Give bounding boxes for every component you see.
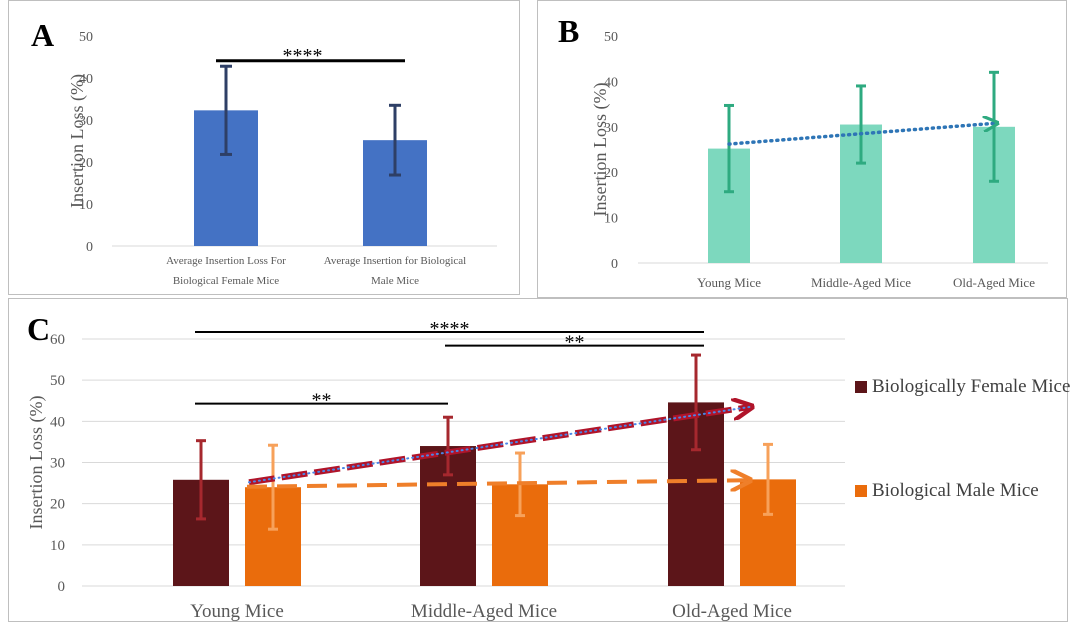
- legend-label-female: Biologically Female Mice: [872, 376, 1071, 397]
- b-x-tick-label: Middle-Aged Mice: [811, 275, 911, 290]
- chart-c: 0 10 20 30 40 50 60 Insertion Loss (%) Young Mic…: [26, 318, 845, 622]
- c-x-tick-label: Middle-Aged Mice: [411, 601, 557, 622]
- c-y-tick-label: 10: [50, 538, 65, 554]
- b-trendline: [727, 123, 996, 146]
- c-y-tick-label: 60: [50, 332, 65, 348]
- legend-swatch-male: [855, 485, 867, 497]
- b-y-tick-label: 10: [604, 212, 618, 227]
- b-y-tick-label: 40: [604, 75, 618, 90]
- a-y-tick-label: 30: [79, 114, 93, 129]
- a-y-tick-label: 20: [79, 156, 93, 171]
- legend-swatch-female: [855, 381, 867, 393]
- a-y-tick-label: 0: [86, 240, 93, 255]
- b-y-axis-label: Insertion Loss (%): [590, 83, 611, 217]
- c-y-tick-label: 50: [50, 373, 65, 389]
- c-y-tick-label: 20: [50, 497, 65, 513]
- panel-letter-c: C: [27, 311, 51, 347]
- a-x-tick-label: Average Insertion Loss For: [166, 255, 286, 267]
- c-y-tick-label: 0: [58, 579, 66, 595]
- panel-letter-a: A: [31, 17, 55, 53]
- c-significance-label: **: [312, 390, 332, 412]
- legend-item-male: Biological Male Mice: [855, 479, 1072, 502]
- b-y-tick-label: 50: [604, 30, 618, 45]
- legend-label-male: Biological Male Mice: [872, 480, 1039, 501]
- c-significance-label: **: [565, 332, 585, 354]
- a-significance-label: ****: [283, 45, 323, 67]
- panel-b: B 0 10 20 30 40 50 Insertion Loss (%) Young Mic…: [537, 0, 1067, 298]
- a-x-tick-label: Male Mice: [371, 275, 419, 287]
- c-trendline-male: [246, 480, 748, 487]
- b-y-tick-label: 30: [604, 121, 618, 136]
- a-y-tick-label: 50: [79, 30, 93, 45]
- c-y-axis-label: Insertion Loss (%): [26, 396, 47, 530]
- chart-b: 0 10 20 30 40 50 Insertion Loss (%) Young Mice M…: [590, 30, 1048, 290]
- c-significance-label: ****: [430, 318, 470, 340]
- c-y-tick-label: 40: [50, 414, 65, 430]
- c-x-tick-label: Old-Aged Mice: [672, 601, 792, 622]
- b-y-tick-label: 20: [604, 166, 618, 181]
- panel-a: A 0 10 20 30 40 50 Insertion Loss (%) Average I…: [8, 0, 520, 295]
- b-x-tick-label: Young Mice: [697, 275, 761, 290]
- b-x-tick-label: Old-Aged Mice: [953, 275, 1035, 290]
- a-y-tick-label: 40: [79, 72, 93, 87]
- a-x-tick-label: Biological Female Mice: [173, 275, 279, 287]
- panel-letter-b: B: [558, 13, 580, 49]
- c-trendline-female-dots: [248, 405, 751, 484]
- panel-c: C 0 10 20 30 40 50 60 Insertion Loss (%) Young M…: [8, 298, 1070, 622]
- a-y-axis-label: Insertion Loss (%): [67, 74, 88, 208]
- a-y-tick-label: 10: [79, 198, 93, 213]
- c-y-tick-label: 30: [50, 456, 65, 472]
- a-x-tick-label: Average Insertion for Biological: [324, 255, 466, 267]
- c-x-tick-label: Young Mice: [190, 601, 284, 622]
- chart-a: 0 10 20 30 40 50 Insertion Loss (%) Average Ins…: [67, 30, 497, 287]
- b-y-tick-label: 0: [611, 257, 618, 272]
- legend-item-female: Biologically Female Mice: [855, 375, 1072, 398]
